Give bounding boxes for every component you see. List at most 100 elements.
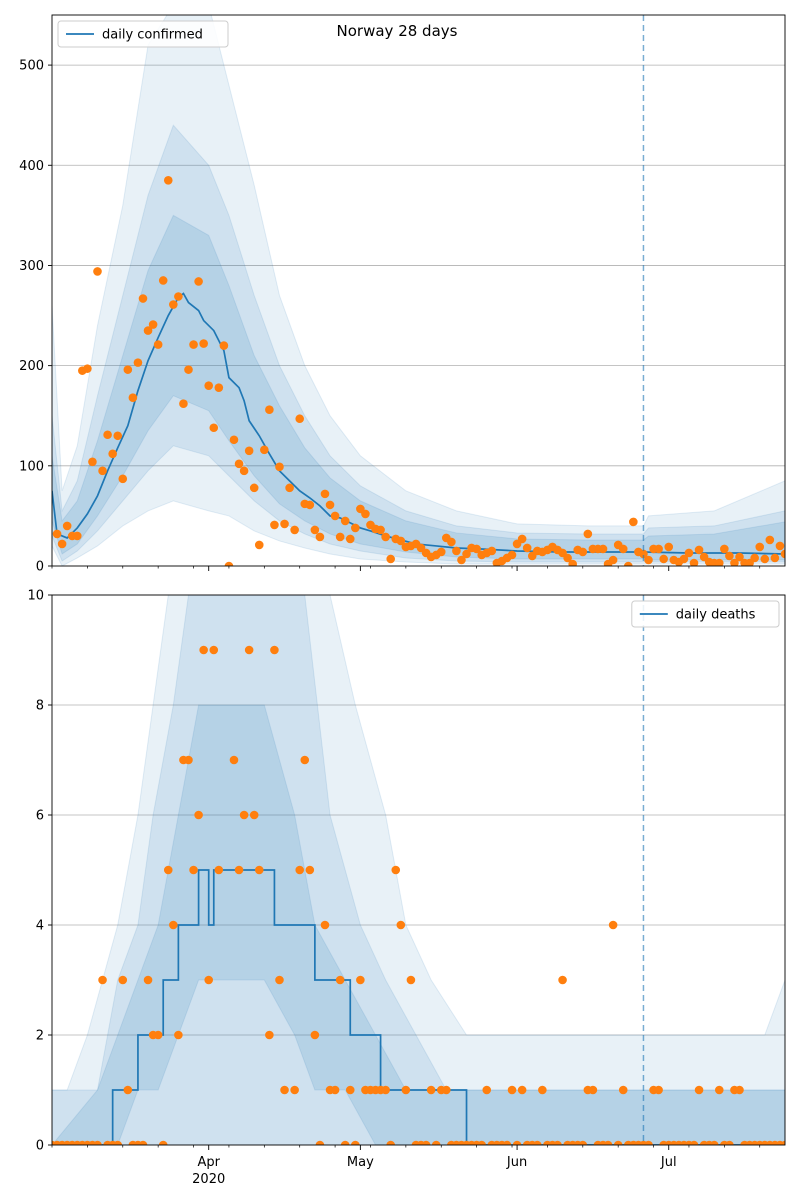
data-point [249,483,259,493]
y-tick-label: 500 [19,59,44,74]
data-point [361,509,370,519]
data-point [689,558,699,566]
data-point [396,536,406,546]
data-point [654,1085,663,1095]
data-point [507,550,517,560]
axes-frame [51,14,786,567]
data-point [512,1140,522,1145]
data-point [265,405,274,415]
plot-area [52,15,785,566]
data-point [386,554,395,564]
deaths-panel: 0 2 4 6 8 10 Apr 2020 May Jun Jul daily deaths [27,589,786,1187]
data-point [452,546,461,556]
data-point [133,358,143,367]
data-point [204,975,214,985]
data-point [209,645,219,655]
data-point [659,554,668,564]
data-point [714,558,724,566]
data-point [280,519,289,529]
data-point [351,523,360,533]
data-point [447,537,456,547]
data-point [780,1140,785,1145]
data-point [598,544,608,554]
data-point [275,975,284,985]
data-point [310,525,320,535]
data-point [103,430,112,440]
data-point [750,553,759,563]
data-point [270,520,279,530]
data-point [664,542,674,552]
data-point [532,1140,542,1145]
data-point [517,1085,527,1095]
data-point [568,559,577,566]
data-point [52,529,62,539]
data-point [189,865,198,875]
y-tick-label: 8 [36,699,44,714]
data-point [249,810,259,820]
data-point [254,865,264,875]
data-point [578,1140,588,1145]
data-point [775,541,785,551]
data-point [340,516,350,526]
data-point [335,975,345,985]
data-point [189,340,198,349]
data-point [563,553,572,563]
data-point [613,1140,623,1145]
data-point [239,466,249,476]
x-tick-label: Jun [506,1155,527,1170]
data-point [618,544,628,554]
data-point [482,1085,492,1095]
legend: daily confirmed [57,20,229,48]
data-point [98,466,107,476]
data-point [204,381,214,390]
data-point [184,755,193,765]
data-point [725,1140,734,1145]
data-point [735,552,744,562]
data-point [765,535,775,545]
data-point [477,1140,486,1145]
data-point [406,975,416,985]
data-point [108,449,117,459]
legend-label: daily deaths [676,608,756,623]
x-tick-label: Jul [660,1155,677,1170]
data-point [194,810,203,820]
data-point [694,1085,704,1095]
data-point [780,549,785,559]
legend-label: daily confirmed [102,28,203,43]
data-point [239,810,249,820]
data-point [629,517,638,527]
data-point [472,544,481,554]
data-point [93,267,102,276]
data-point [720,544,729,554]
data-point [290,1085,299,1095]
uncertainty-band [52,595,785,1145]
data-point [684,548,694,558]
data-point [260,445,269,455]
data-point [300,755,310,765]
data-point [694,545,704,555]
data-point [214,865,224,875]
data-point [290,525,299,535]
data-point [158,276,168,285]
y-tick-label: 100 [19,459,44,474]
data-point [285,483,294,493]
data-point [345,1085,355,1095]
data-point [118,975,128,985]
data-point [153,340,163,349]
data-point [442,1085,451,1095]
axes-frame [51,594,786,1146]
data-point [725,551,734,561]
data-point [123,1085,133,1095]
data-point [689,1140,699,1145]
data-point [158,1140,168,1145]
y-tick-label: 200 [19,359,44,374]
data-point [199,645,208,655]
data-point [679,554,689,564]
data-point [270,645,279,655]
data-point [315,532,325,542]
y-tick-label: 4 [36,919,44,934]
data-point [330,511,340,521]
data-point [426,1085,436,1095]
data-point [163,176,173,185]
